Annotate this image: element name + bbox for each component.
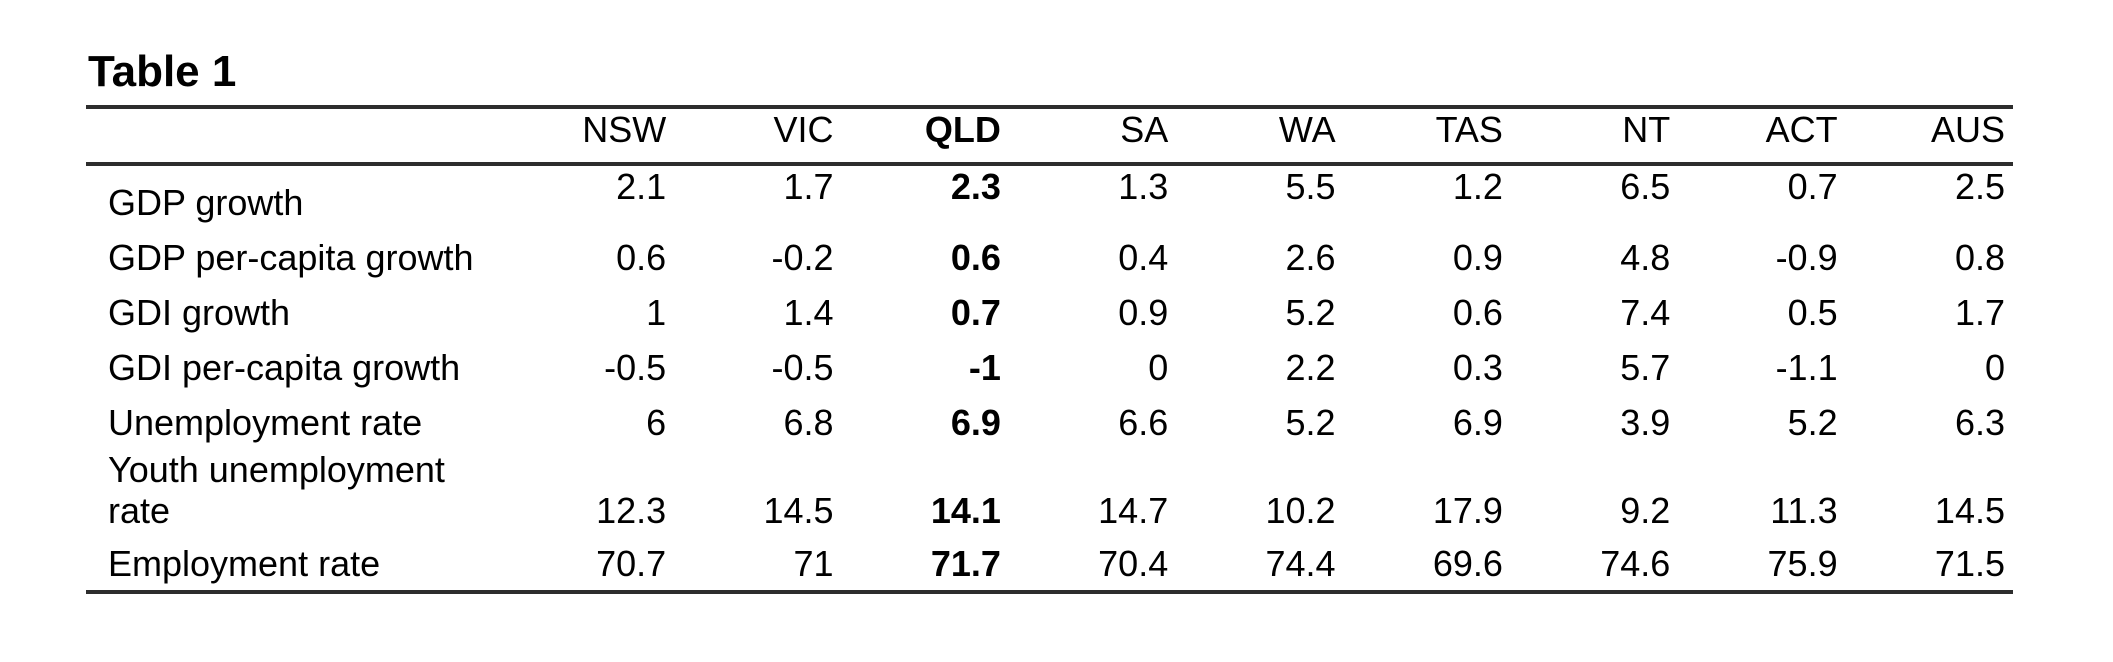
table-cell: 0.7 [950, 292, 1001, 334]
table-row: GDI per-capita growth -0.5 -0.5 -1 0 2.2 0.3 5.… [86, 339, 2013, 394]
corner-cell [86, 107, 507, 164]
col-header-wa: WA [1278, 109, 1336, 150]
col-header-nsw: NSW [582, 109, 667, 150]
table-cell: 1.2 [1452, 166, 1503, 208]
table-cell: 9.2 [1620, 490, 1671, 532]
table-cell: 71.7 [930, 543, 1001, 585]
table-cell: 14.1 [930, 490, 1001, 532]
table-row: Employment rate 70.7 71 71.7 70.4 74.4 69.6 74.… [86, 537, 2013, 592]
table-cell: 0.3 [1452, 347, 1503, 389]
table-cell: -0.5 [604, 347, 667, 389]
row-label: GDP growth [108, 182, 304, 224]
table-cell: 0.5 [1787, 292, 1838, 334]
data-table: NSW VIC QLD SA WA TAS NT ACT AUS GDP gro… [86, 105, 2013, 595]
table-cell: 17.9 [1432, 490, 1503, 532]
table-cell: 0.7 [1787, 166, 1838, 208]
table-cell: -0.9 [1775, 237, 1838, 279]
table-cell: -0.5 [771, 347, 834, 389]
table-cell: 3.9 [1620, 402, 1671, 444]
table-cell: 6.6 [1118, 402, 1169, 444]
table-cell: 5.2 [1787, 402, 1838, 444]
table-cell: 6.9 [1452, 402, 1503, 444]
table-cell: 0.6 [950, 237, 1001, 279]
table-cell: 14.5 [763, 490, 834, 532]
table-cell: 0 [1984, 347, 2005, 389]
table-cell: 5.2 [1285, 292, 1336, 334]
table-row: GDI growth 1 1.4 0.7 0.9 5.2 0.6 7.4 0.5 1.7 [86, 284, 2013, 339]
table-cell: 1.3 [1118, 166, 1169, 208]
table-cell: 71.5 [1934, 543, 2005, 585]
table-cell: 1.4 [783, 292, 834, 334]
row-label: GDI per-capita growth [108, 347, 461, 389]
table-body: GDP growth 2.1 1.7 2.3 1.3 5.5 1.2 6.5 0.7 2.5 GDP… [86, 164, 2013, 592]
table-cell: 0 [1148, 347, 1169, 389]
table-cell: 7.4 [1620, 292, 1671, 334]
table-cell: 1.7 [1954, 292, 2005, 334]
table-cell: 6 [646, 402, 667, 444]
table-cell: 70.4 [1098, 543, 1169, 585]
table-cell: 0.9 [1118, 292, 1169, 334]
table-cell: 2.2 [1285, 347, 1336, 389]
table-cell: 5.5 [1285, 166, 1336, 208]
table-cell: 11.3 [1770, 490, 1838, 532]
table-cell: -1 [968, 347, 1001, 389]
table-cell: 6.5 [1620, 166, 1671, 208]
table-cell: 6.9 [950, 402, 1001, 444]
table-cell: 2.3 [950, 166, 1001, 208]
table-row: GDP per-capita growth 0.6 -0.2 0.6 0.4 2.6 0.9… [86, 229, 2013, 284]
table-cell: 71 [793, 543, 834, 585]
table-cell: 5.7 [1620, 347, 1671, 389]
col-header-tas: TAS [1435, 109, 1503, 150]
table-cell: 4.8 [1620, 237, 1671, 279]
col-header-vic: VIC [773, 109, 834, 150]
table-cell: 70.7 [596, 543, 667, 585]
col-header-act: ACT [1765, 109, 1838, 150]
table-cell: 0.4 [1118, 237, 1169, 279]
header-row: NSW VIC QLD SA WA TAS NT ACT AUS [86, 107, 2013, 165]
table-row: GDP growth 2.1 1.7 2.3 1.3 5.5 1.2 6.5 0.7 2.5 [86, 164, 2013, 229]
table-cell: 0.6 [1452, 292, 1503, 334]
table-cell: 69.6 [1432, 543, 1503, 585]
table-cell: 1 [646, 292, 667, 334]
row-label: Youth unemployment rate [108, 449, 445, 532]
table-cell: 5.2 [1285, 402, 1336, 444]
table-cell: -1.1 [1775, 347, 1838, 389]
table-cell: 6.3 [1954, 402, 2005, 444]
table-cell: 2.1 [616, 166, 667, 208]
table-cell: 0.9 [1452, 237, 1503, 279]
table-cell: 12.3 [596, 490, 667, 532]
table-cell: 10.2 [1265, 490, 1336, 532]
table-cell: 2.5 [1954, 166, 2005, 208]
table-title: Table 1 [88, 47, 237, 96]
document-page: Table 1 NSW VIC QLD SA WA TAS NT ACT AUS… [86, 47, 2013, 595]
table-row: Youth unemployment rate 12.3 14.5 14.1 14.7 1… [86, 449, 2013, 537]
col-header-nt: NT [1622, 109, 1671, 150]
table-cell: 74.4 [1265, 543, 1336, 585]
col-header-qld: QLD [924, 109, 1001, 150]
table-cell: 2.6 [1285, 237, 1336, 279]
table-cell: 14.5 [1934, 490, 2005, 532]
col-header-sa: SA [1120, 109, 1169, 150]
col-header-aus: AUS [1930, 109, 2005, 150]
table-cell: 14.7 [1098, 490, 1169, 532]
table-cell: -0.2 [771, 237, 834, 279]
table-cell: 0.6 [616, 237, 667, 279]
row-label: Employment rate [108, 543, 381, 585]
table-cell: 75.9 [1767, 543, 1838, 585]
row-label: GDI growth [108, 292, 291, 334]
table-cell: 0.8 [1954, 237, 2005, 279]
row-label: GDP per-capita growth [108, 237, 474, 279]
table-cell: 1.7 [783, 166, 834, 208]
table-cell: 6.8 [783, 402, 834, 444]
row-label: Unemployment rate [108, 402, 423, 444]
table-cell: 74.6 [1600, 543, 1671, 585]
table-row: Unemployment rate 6 6.8 6.9 6.6 5.2 6.9 3.9 5.2 6… [86, 394, 2013, 449]
